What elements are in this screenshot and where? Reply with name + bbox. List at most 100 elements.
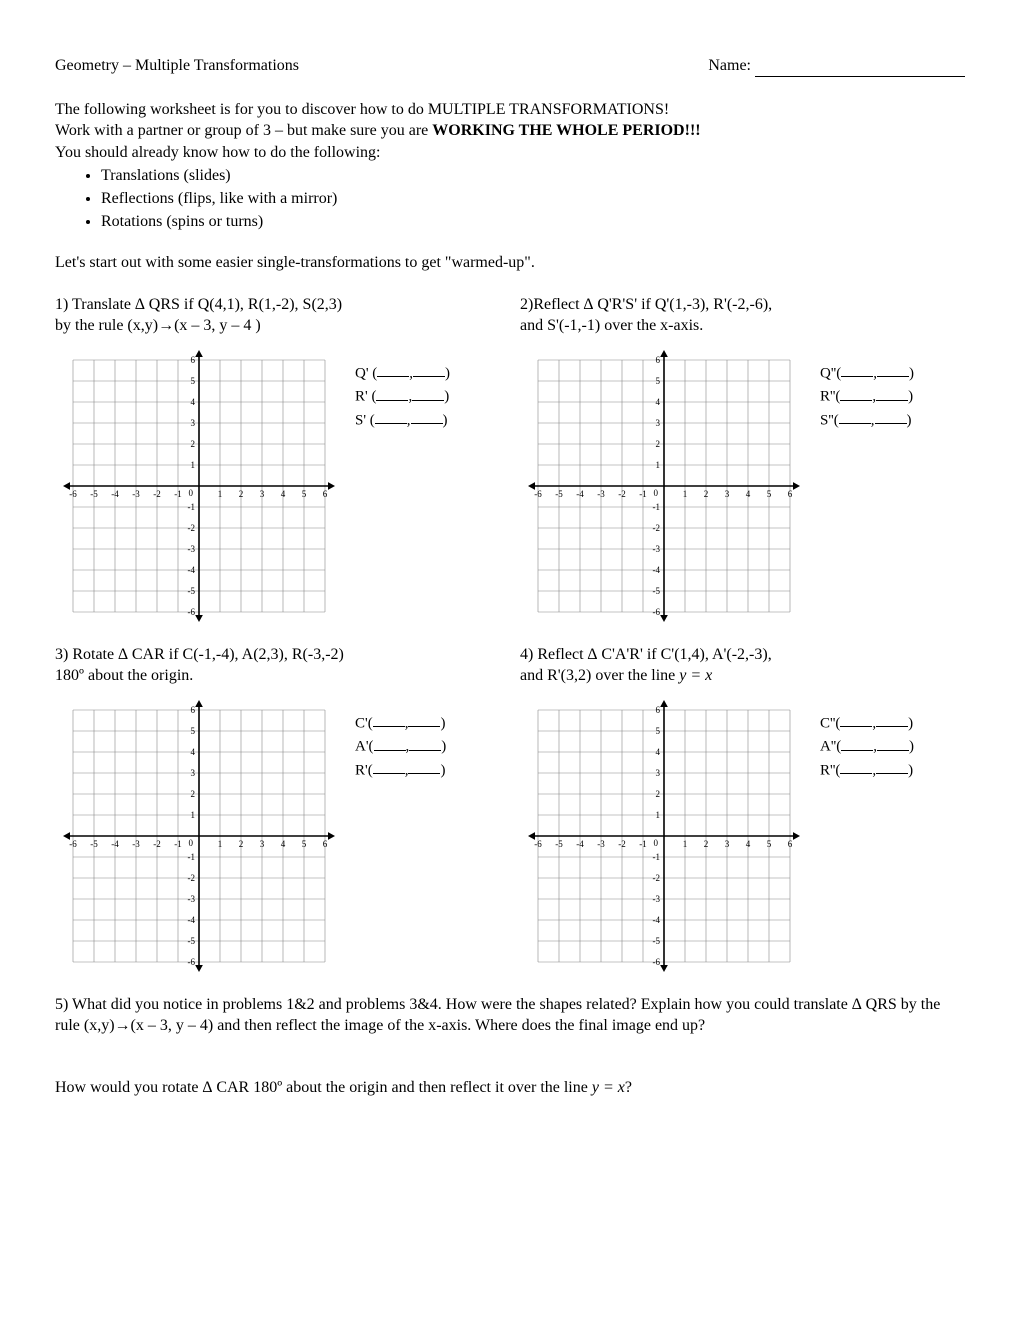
answers-p2[interactable]: Q''(,) R''(,) S''(,): [820, 362, 914, 433]
svg-text:6: 6: [656, 705, 661, 715]
svg-text:-2: -2: [153, 489, 161, 499]
svg-text:-2: -2: [618, 489, 626, 499]
svg-text:0: 0: [189, 488, 194, 498]
svg-text:4: 4: [746, 839, 751, 849]
svg-text:-4: -4: [576, 839, 584, 849]
svg-text:-6: -6: [653, 957, 661, 967]
svg-text:2: 2: [656, 789, 661, 799]
svg-text:6: 6: [191, 705, 196, 715]
problem-1: 1) Translate ∆ QRS if Q(4,1), R(1,-2), S…: [55, 294, 500, 630]
svg-text:-4: -4: [111, 489, 119, 499]
svg-text:5: 5: [767, 489, 772, 499]
svg-text:3: 3: [191, 418, 196, 428]
name-field: Name:: [708, 55, 965, 77]
svg-text:5: 5: [656, 376, 661, 386]
intro-line3: You should already know how to do the fo…: [55, 142, 965, 164]
svg-text:-1: -1: [653, 852, 661, 862]
name-blank[interactable]: [755, 60, 965, 77]
svg-text:-5: -5: [555, 489, 563, 499]
svg-text:-1: -1: [174, 839, 182, 849]
svg-text:-2: -2: [618, 839, 626, 849]
svg-text:1: 1: [191, 460, 196, 470]
svg-text:0: 0: [189, 838, 194, 848]
svg-text:-4: -4: [576, 489, 584, 499]
svg-text:-3: -3: [597, 839, 605, 849]
svg-text:-2: -2: [188, 873, 196, 883]
svg-text:-2: -2: [188, 523, 196, 533]
svg-text:-1: -1: [188, 852, 196, 862]
svg-text:5: 5: [302, 489, 307, 499]
answers-p3[interactable]: C'(,) A'(,) R'(,): [355, 712, 446, 783]
svg-text:-3: -3: [188, 894, 196, 904]
svg-text:2: 2: [704, 839, 709, 849]
svg-text:4: 4: [656, 747, 661, 757]
svg-text:-4: -4: [653, 565, 661, 575]
svg-text:-4: -4: [111, 839, 119, 849]
svg-text:-5: -5: [90, 489, 98, 499]
p2-line2: and S'(-1,-1) over the x-axis.: [520, 315, 965, 337]
svg-text:-6: -6: [69, 839, 77, 849]
intro-line1: The following worksheet is for you to di…: [55, 99, 965, 121]
svg-text:3: 3: [260, 839, 265, 849]
svg-text:4: 4: [191, 397, 196, 407]
svg-text:1: 1: [191, 810, 196, 820]
grid-p2[interactable]: -6-6-5-5-4-4-3-3-2-2-1-10112233445566: [520, 342, 808, 630]
p1-line1: 1) Translate ∆ QRS if Q(4,1), R(1,-2), S…: [55, 294, 500, 316]
p4-line1: 4) Reflect ∆ C'A'R' if C'(1,4), A'(-2,-3…: [520, 644, 965, 666]
svg-text:3: 3: [725, 839, 730, 849]
svg-text:0: 0: [654, 838, 659, 848]
skills-list: Translations (slides) Reflections (flips…: [55, 165, 965, 232]
svg-text:2: 2: [191, 789, 196, 799]
svg-text:2: 2: [239, 489, 244, 499]
svg-text:-4: -4: [188, 915, 196, 925]
svg-text:4: 4: [191, 747, 196, 757]
list-item: Rotations (spins or turns): [101, 211, 965, 233]
svg-text:5: 5: [302, 839, 307, 849]
svg-text:2: 2: [191, 439, 196, 449]
p4-line2: and R'(3,2) over the line y = x: [520, 665, 965, 687]
svg-text:4: 4: [281, 489, 286, 499]
grid-p1[interactable]: -6-6-5-5-4-4-3-3-2-2-1-10112233445566: [55, 342, 343, 630]
intro-line2: Work with a partner or group of 3 – but …: [55, 120, 965, 142]
svg-text:-3: -3: [132, 489, 140, 499]
answers-p1[interactable]: Q' (,) R' (,) S' (,): [355, 362, 450, 433]
svg-text:-6: -6: [188, 607, 196, 617]
p2-line1: 2)Reflect ∆ Q'R'S' if Q'(1,-3), R'(-2,-6…: [520, 294, 965, 316]
problem-6: How would you rotate ∆ CAR 180º about th…: [55, 1077, 965, 1099]
intro: The following worksheet is for you to di…: [55, 99, 965, 233]
svg-text:5: 5: [656, 726, 661, 736]
problem-3: 3) Rotate ∆ CAR if C(-1,-4), A(2,3), R(-…: [55, 644, 500, 980]
answers-p4[interactable]: C''(,) A''(,) R''(,): [820, 712, 914, 783]
svg-text:3: 3: [260, 489, 265, 499]
list-item: Reflections (flips, like with a mirror): [101, 188, 965, 210]
svg-text:-1: -1: [639, 839, 647, 849]
svg-text:5: 5: [767, 839, 772, 849]
svg-text:-3: -3: [653, 544, 661, 554]
svg-text:-1: -1: [174, 489, 182, 499]
problem-5: 5) What did you notice in problems 1&2 a…: [55, 994, 965, 1037]
svg-text:-2: -2: [653, 873, 661, 883]
svg-text:-6: -6: [653, 607, 661, 617]
grid-p3[interactable]: -6-6-5-5-4-4-3-3-2-2-1-10112233445566: [55, 692, 343, 980]
svg-text:-3: -3: [188, 544, 196, 554]
grid-p4[interactable]: -6-6-5-5-4-4-3-3-2-2-1-10112233445566: [520, 692, 808, 980]
p3-line2: 180º about the origin.: [55, 665, 500, 687]
svg-text:4: 4: [656, 397, 661, 407]
svg-text:-5: -5: [653, 936, 661, 946]
svg-text:-1: -1: [188, 502, 196, 512]
svg-text:-3: -3: [653, 894, 661, 904]
svg-text:-5: -5: [653, 586, 661, 596]
svg-text:-1: -1: [653, 502, 661, 512]
svg-text:-2: -2: [153, 839, 161, 849]
svg-text:-6: -6: [534, 489, 542, 499]
page-title: Geometry – Multiple Transformations: [55, 55, 299, 77]
svg-text:-1: -1: [639, 489, 647, 499]
svg-text:5: 5: [191, 376, 196, 386]
svg-text:3: 3: [656, 768, 661, 778]
svg-text:-6: -6: [69, 489, 77, 499]
p1-line2: by the rule (x,y)→(x – 3, y – 4 ): [55, 315, 500, 337]
svg-text:6: 6: [191, 355, 196, 365]
svg-text:1: 1: [656, 460, 661, 470]
svg-text:-5: -5: [555, 839, 563, 849]
svg-text:-4: -4: [653, 915, 661, 925]
